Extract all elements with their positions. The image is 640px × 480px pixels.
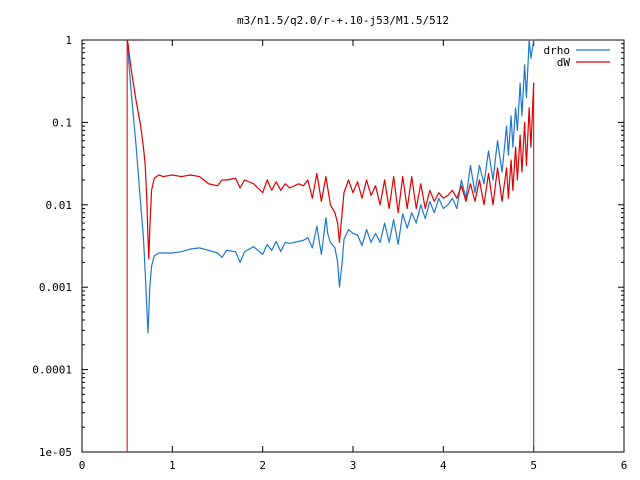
series-line-dW — [126, 39, 535, 260]
chart-title: m3/n1.5/q2.0/r-+.10-j53/M1.5/512 — [237, 14, 449, 27]
x-tick-label: 3 — [350, 459, 357, 472]
x-tick-label: 2 — [259, 459, 266, 472]
y-tick-label: 1 — [65, 34, 72, 47]
series-layer — [126, 39, 535, 452]
y-tick-label: 0.001 — [39, 281, 72, 294]
x-tick-label: 6 — [621, 459, 628, 472]
y-tick-label: 0.0001 — [32, 364, 72, 377]
x-tick-label: 5 — [530, 459, 537, 472]
series-line-drho — [126, 39, 535, 334]
legend-label-dW: dW — [557, 56, 571, 69]
x-tick-label: 4 — [440, 459, 447, 472]
legend-label-drho: drho — [544, 44, 571, 57]
y-tick-label: 1e-05 — [39, 446, 72, 459]
x-tick-label: 0 — [79, 459, 86, 472]
y-tick-label: 0.01 — [46, 199, 73, 212]
x-tick-label: 1 — [169, 459, 176, 472]
y-tick-label: 0.1 — [52, 116, 72, 129]
y-axis-ticks: 1e-05 0.0001 0.001 0.01 0.1 1 — [32, 34, 624, 459]
